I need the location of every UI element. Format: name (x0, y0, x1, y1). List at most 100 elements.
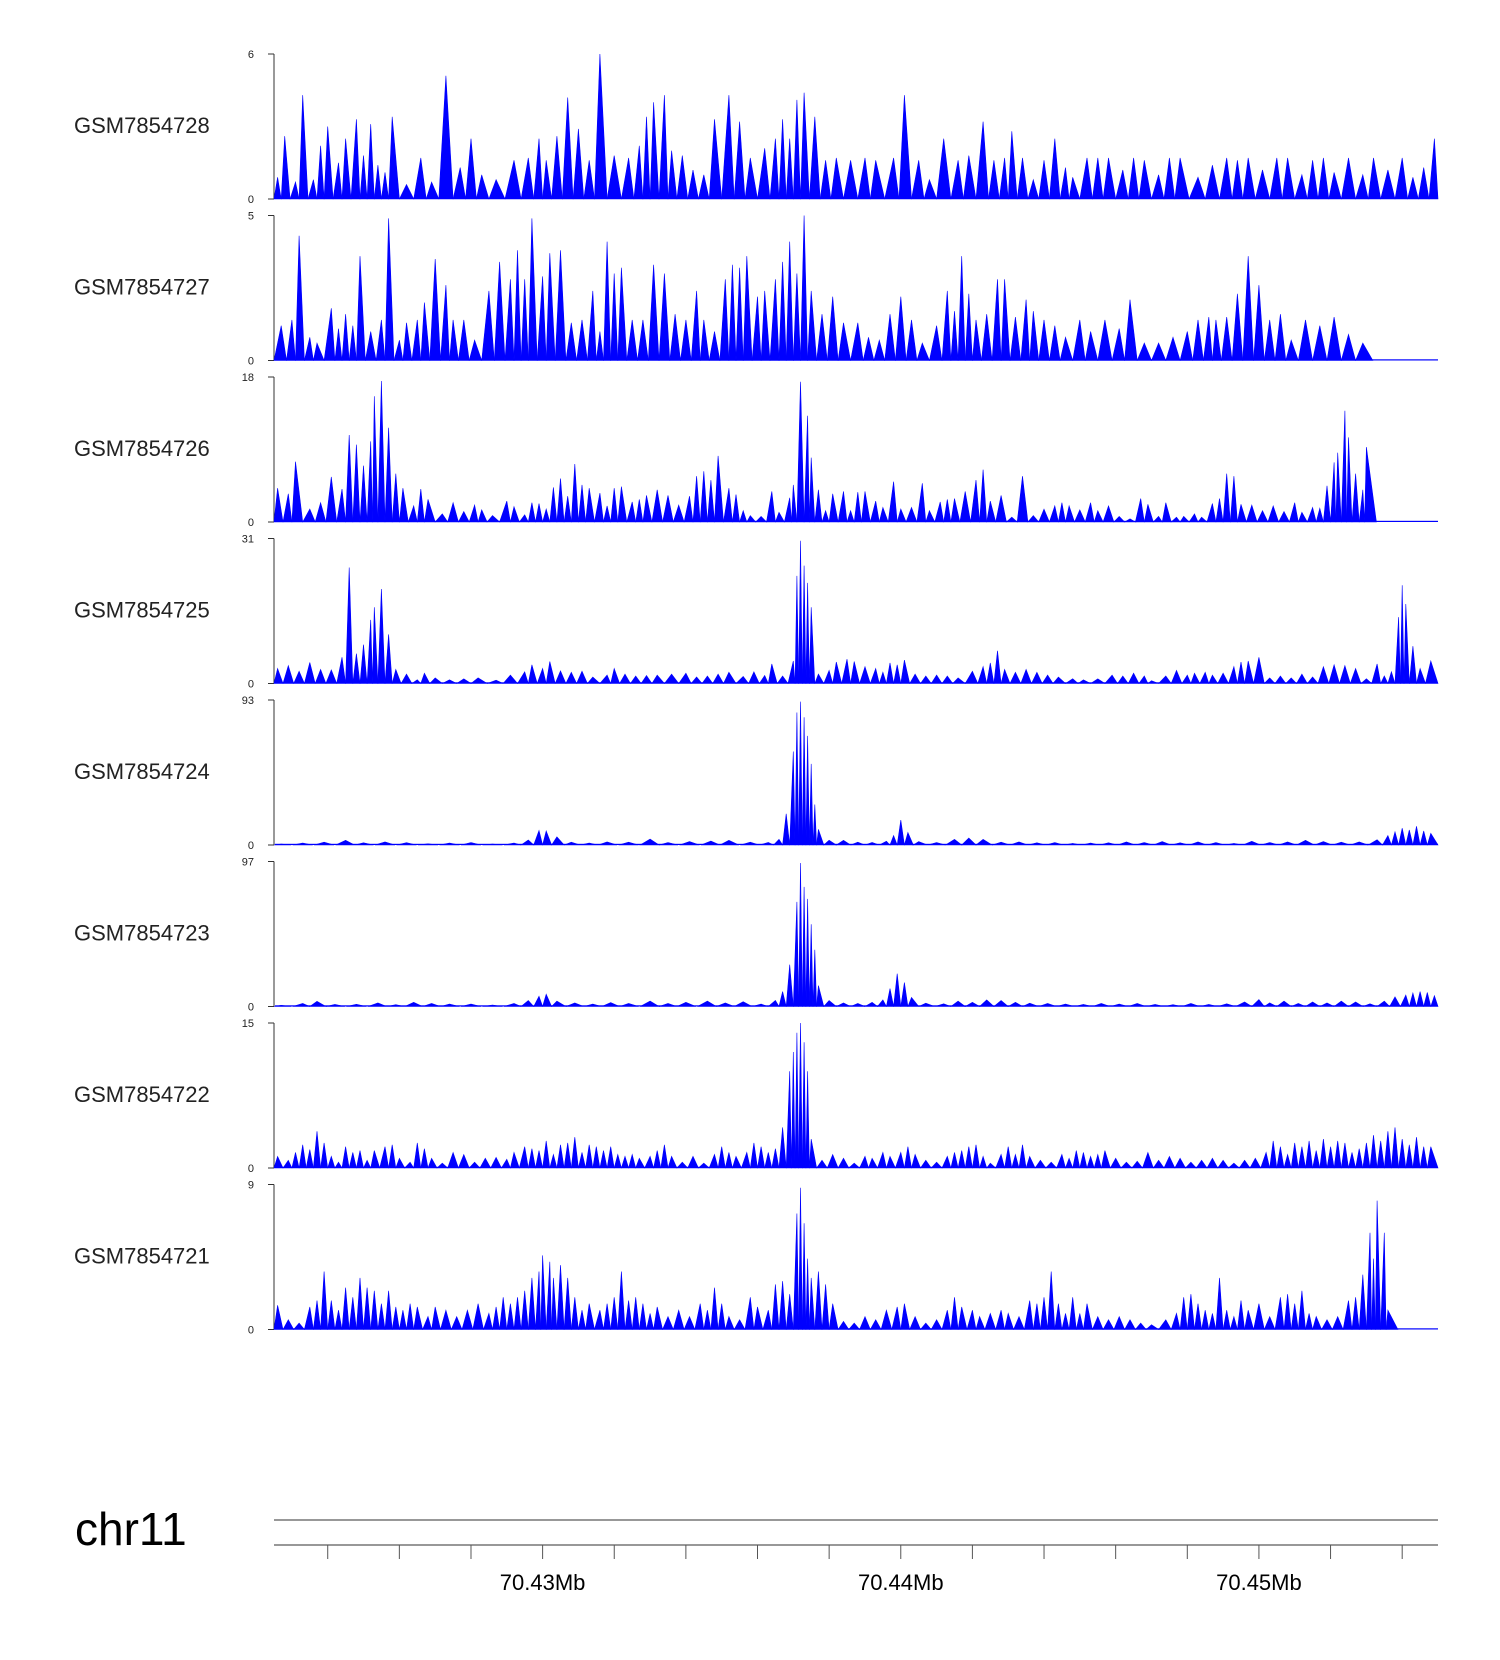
signal-peak (885, 1155, 896, 1169)
signal-peak (1040, 1297, 1048, 1330)
signal-peak (986, 662, 995, 684)
signal-peak (821, 509, 830, 523)
signal-peak (545, 661, 556, 684)
signal-peak (1281, 157, 1296, 200)
signal-peak (1339, 664, 1351, 684)
signal-peak (520, 279, 529, 361)
signal-peak (950, 1297, 959, 1330)
signal-peak (1161, 502, 1172, 523)
signal-peak (1426, 1146, 1439, 1169)
signal-peak (862, 337, 875, 361)
signal-peak (631, 1297, 640, 1330)
signal-peak (323, 126, 334, 200)
signal-peak (757, 1146, 766, 1169)
signal-peak (1391, 1127, 1399, 1169)
signal-peak (1102, 157, 1117, 200)
signal-peak (1425, 659, 1439, 684)
signal-peak (1027, 178, 1040, 200)
signal-peak (1009, 671, 1022, 684)
track-label: GSM7854721 (74, 1244, 210, 1269)
signal-peak (1097, 319, 1113, 361)
signal-peak (626, 319, 638, 361)
signal-peak (413, 1142, 422, 1169)
signal-peak (642, 495, 653, 523)
genomic-axis: chr11 70.43Mb 70.44Mb 70.45Mb (75, 1503, 1438, 1595)
signal-peak (826, 1153, 839, 1169)
signal-peak (988, 160, 1000, 200)
signal-peak (320, 1142, 329, 1169)
signal-peak (778, 119, 787, 200)
signal-peak (513, 250, 522, 361)
signal-peak (1038, 319, 1050, 361)
signal-peak (1142, 1151, 1154, 1169)
signal-peak (314, 501, 327, 523)
signal-peak (393, 340, 404, 361)
signal-peak (293, 670, 305, 684)
signal-peak (610, 1297, 619, 1330)
signal-peak (1188, 176, 1206, 200)
signal-peak (1048, 504, 1059, 523)
signal-peak (884, 157, 900, 200)
signal-peak (1331, 1315, 1344, 1330)
signal-peak (1416, 667, 1426, 684)
signal-peak (603, 505, 612, 523)
signal-peak (388, 116, 400, 200)
signal-peak (809, 1138, 817, 1169)
signal-peak (416, 488, 425, 523)
signal-peak (565, 322, 577, 361)
signal-peak (801, 886, 807, 1007)
signal-peak (905, 506, 918, 523)
signal-peak (690, 290, 701, 361)
signal-peak (440, 285, 450, 361)
signal-peak (1381, 834, 1392, 846)
signal-peak (993, 650, 1002, 684)
signal-peak (801, 1223, 807, 1330)
signal-peak (936, 138, 952, 200)
signal-peak (1256, 510, 1269, 523)
signal-peak (972, 1144, 980, 1169)
signal-peak (1229, 476, 1238, 523)
signal-peak (420, 1148, 429, 1169)
signal-peak (1217, 672, 1229, 684)
signal-peak (1170, 669, 1183, 684)
signal-peak (909, 1315, 921, 1330)
signal-peak (1231, 160, 1244, 200)
signal-peak (594, 1310, 604, 1330)
signal-peak (493, 261, 506, 361)
signal-peak (1253, 285, 1265, 361)
signal-peak (1188, 513, 1199, 523)
signal-peak (1186, 1294, 1195, 1330)
signal-peak (785, 964, 794, 1007)
signal-peak (332, 162, 343, 200)
signal-peak (570, 1137, 579, 1169)
signal-peak (644, 1155, 655, 1169)
signal-peak (809, 607, 816, 684)
signal-peak (1206, 503, 1217, 523)
signal-peak (1328, 663, 1340, 684)
signal-peak (282, 493, 293, 523)
signal-peak (1127, 157, 1140, 200)
signal-peak (975, 121, 989, 200)
track-GSM7854723: GSM7854723 97 0 (74, 857, 1439, 1014)
track-GSM7854722: GSM7854722 15 0 (74, 1018, 1439, 1175)
signal-peak (1321, 1319, 1333, 1330)
y-tick-label-max: 15 (242, 1018, 254, 1030)
signal-peak (708, 1153, 719, 1169)
signal-peak (744, 1297, 755, 1330)
signal-peak (662, 495, 674, 523)
signal-peak (986, 501, 997, 523)
signal-peak (617, 267, 628, 361)
signal-peak (352, 653, 361, 684)
signal-peak (830, 157, 844, 200)
signal-peak (1086, 1155, 1095, 1169)
signal-peak (717, 1303, 726, 1330)
signal-peak (878, 671, 887, 684)
signal-baseline (275, 682, 1438, 684)
signal-peak (1113, 1315, 1126, 1330)
signal-peak (447, 1151, 459, 1169)
signal-peak (823, 669, 834, 684)
signal-peak (646, 1313, 654, 1330)
signal-peak (305, 1149, 314, 1169)
signal-peak (699, 471, 708, 523)
signal-peak (304, 662, 316, 684)
